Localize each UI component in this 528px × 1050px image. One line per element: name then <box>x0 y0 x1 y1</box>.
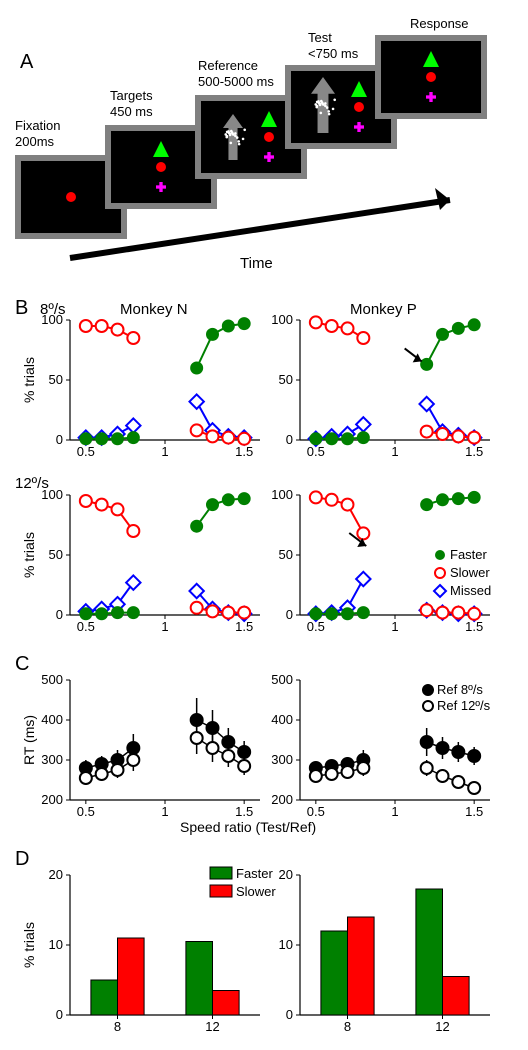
bar-faster <box>321 931 348 1015</box>
panel-c-label: C <box>15 653 29 675</box>
xtick-label: 0.5 <box>77 444 95 459</box>
ytick-label: 0 <box>56 607 63 622</box>
ytick-label: 200 <box>271 792 293 807</box>
panel-b: B 8º/s 12º/s Monkey N Monkey P 0.511.505… <box>15 297 491 634</box>
panel-b-legend: Faster Slower Missed <box>434 547 491 598</box>
xtick-label: 1.5 <box>465 804 483 819</box>
panel-d-label: D <box>15 848 29 870</box>
stage0-title: Fixation <box>15 118 61 133</box>
panel-d-subplot: 0 10 20 8 12 <box>279 867 490 1034</box>
col0-label: Monkey N <box>120 301 188 318</box>
screen <box>375 35 487 119</box>
ylabel: % trials <box>21 922 37 968</box>
ylabel: % trials <box>21 532 37 578</box>
time-label: Time <box>240 255 273 272</box>
stage2-sub: 500-5000 ms <box>198 74 274 89</box>
ytick-label: 300 <box>41 752 63 767</box>
panel-d-legend: Faster Slower <box>210 866 276 899</box>
xtick-label: 0.5 <box>77 619 95 634</box>
ytick-label: 10 <box>49 937 63 952</box>
panel-b-subplot: 0.511.5050100% trials <box>21 487 260 634</box>
ytick-label: 500 <box>271 672 293 687</box>
xtick-label: 1 <box>391 804 398 819</box>
panel-c-legend: Ref 8º/sRef 12º/s <box>423 682 491 713</box>
ytick-label: 400 <box>41 712 63 727</box>
xtick-label: 8 <box>344 1019 351 1034</box>
ytick-label: 400 <box>271 712 293 727</box>
ylabel: RT (ms) <box>21 715 37 765</box>
ytick-label: 10 <box>279 937 293 952</box>
panel-b-subplot: 0.511.5050100 <box>271 312 490 459</box>
xtick-label: 1.5 <box>235 444 253 459</box>
ytick-label: 50 <box>49 547 63 562</box>
stage0-sub: 200ms <box>15 134 55 149</box>
bar-faster <box>91 980 118 1015</box>
stage3-title: Test <box>308 30 332 45</box>
xtick-label: 12 <box>435 1019 449 1034</box>
panel-b-subplot: 0.5 1 1.5 0 50 100 % trials <box>21 312 260 459</box>
bar-faster <box>416 889 443 1015</box>
ytick-label: 20 <box>279 867 293 882</box>
ytick-label: 50 <box>279 372 293 387</box>
ytick-label: 0 <box>286 607 293 622</box>
xtick-label: 1 <box>391 619 398 634</box>
bar-slower <box>118 938 145 1015</box>
stage1-title: Targets <box>110 88 153 103</box>
xtick-label: 1 <box>161 804 168 819</box>
panel-b-label: B <box>15 297 28 319</box>
bar-slower <box>443 977 470 1016</box>
ylabel: % trials <box>21 357 37 403</box>
ytick-label: 20 <box>49 867 63 882</box>
panel-a-label: A <box>20 51 34 73</box>
ytick-label: 0 <box>56 432 63 447</box>
bar-slower <box>348 917 375 1015</box>
xtick-label: 1 <box>161 444 168 459</box>
col1-label: Monkey P <box>350 301 417 318</box>
xtick-label: 1.5 <box>465 444 483 459</box>
ytick-label: 0 <box>286 1007 293 1022</box>
xtick-label: 1.5 <box>235 804 253 819</box>
xtick-label: 12 <box>205 1019 219 1034</box>
stage1-sub: 450 ms <box>110 104 153 119</box>
legend-label: Ref 8º/s <box>437 682 483 697</box>
legend-label: Faster <box>450 547 488 562</box>
xtick-label: 1 <box>391 444 398 459</box>
ytick-label: 50 <box>279 547 293 562</box>
legend-label: Faster <box>236 866 274 881</box>
ytick-label: 0 <box>56 1007 63 1022</box>
xtick-label: 0.5 <box>307 804 325 819</box>
ytick-label: 50 <box>49 372 63 387</box>
xtick-label: 1 <box>161 619 168 634</box>
ytick-label: 0 <box>286 432 293 447</box>
ytick-label: 200 <box>41 792 63 807</box>
legend-label: Ref 12º/s <box>437 698 491 713</box>
ytick-label: 500 <box>41 672 63 687</box>
panel-c-subplot: 0.5 1 1.5 200 300 400 500 RT (ms) <box>21 672 260 819</box>
panel-a: A Fixation 200ms Targets 450 ms Referenc… <box>15 16 487 272</box>
ytick-label: 100 <box>271 487 293 502</box>
legend-label: Missed <box>450 583 491 598</box>
panel-c: C 0.5 1 1.5 200 300 400 500 RT (ms) 0.5 1 1.5 200 30… <box>15 653 491 835</box>
bar-slower <box>213 991 240 1016</box>
panel-d: D 0 10 20 % trials 8 12 0 10 20 8 12 Faster Slower <box>15 848 490 1034</box>
xtick-label: 0.5 <box>77 804 95 819</box>
stage2-title: Reference <box>198 58 258 73</box>
legend-label: Slower <box>450 565 490 580</box>
ytick-label: 100 <box>41 487 63 502</box>
panel-c-xlabel: Speed ratio (Test/Ref) <box>180 819 316 835</box>
ytick-label: 100 <box>41 312 63 327</box>
ytick-label: 100 <box>271 312 293 327</box>
stage3-sub: <750 ms <box>308 46 359 61</box>
legend-label: Slower <box>236 884 276 899</box>
figure: A Fixation 200ms Targets 450 ms Referenc… <box>10 10 518 1040</box>
ytick-label: 300 <box>271 752 293 767</box>
xtick-label: 8 <box>114 1019 121 1034</box>
bar-faster <box>186 942 213 1016</box>
stage4-title: Response <box>410 16 469 31</box>
